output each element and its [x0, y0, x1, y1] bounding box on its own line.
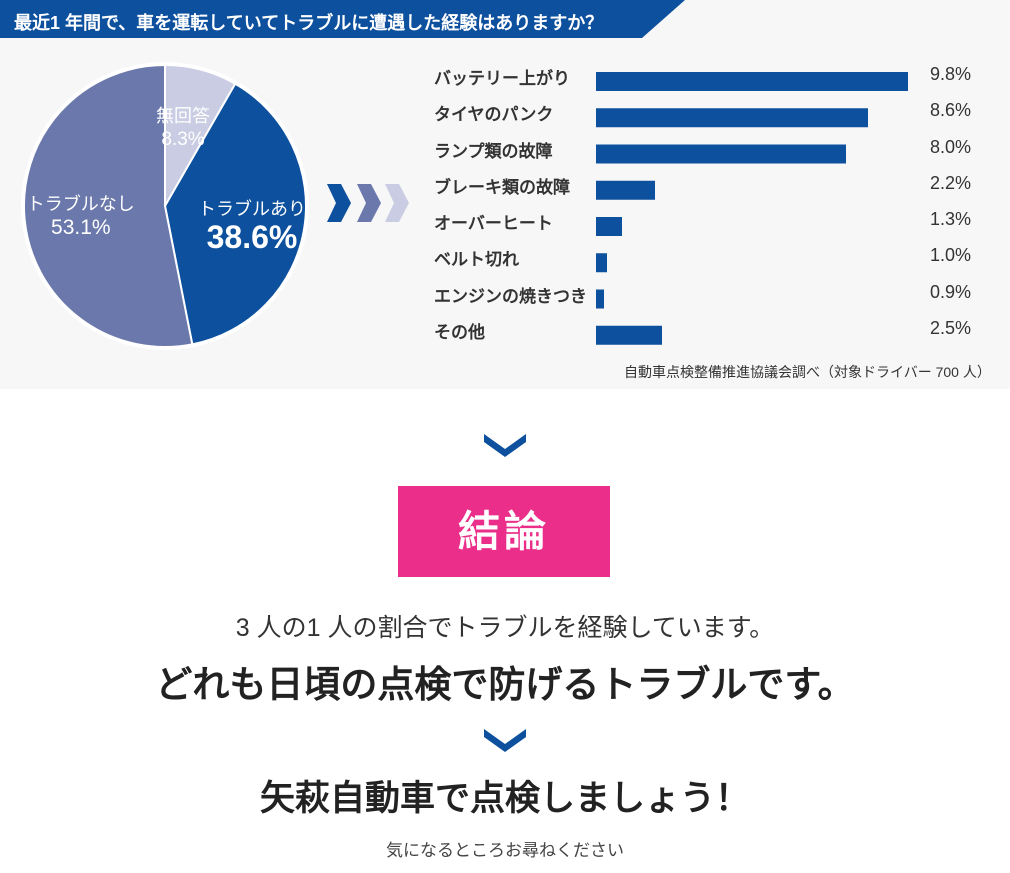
svg-text:トラブルなし: トラブルなし: [27, 193, 135, 214]
svg-text:38.6%: 38.6%: [207, 219, 298, 255]
svg-text:8.3%: 8.3%: [161, 129, 204, 150]
svg-text:無回答: 無回答: [156, 106, 210, 126]
svg-text:53.1%: 53.1%: [51, 216, 111, 239]
svg-text:トラブルあり: トラブルあり: [198, 198, 306, 219]
